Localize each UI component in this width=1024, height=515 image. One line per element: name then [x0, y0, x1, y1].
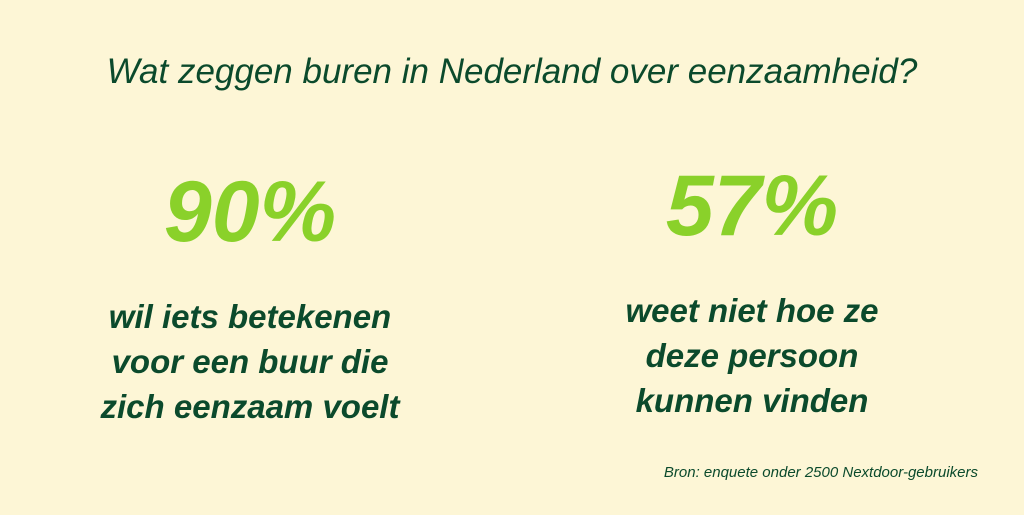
description-line: voor een buur die [111, 343, 389, 380]
stat-value: 90% [163, 164, 337, 260]
description-line: weet niet hoe ze [625, 292, 879, 329]
stat-block: 57% weet niet hoe ze deze persoon kunnen… [522, 158, 982, 423]
description-line: deze persoon [645, 337, 859, 374]
stat-description: wil iets betekenen voor een buur die zic… [20, 294, 480, 429]
stat-description: weet niet hoe ze deze persoon kunnen vin… [522, 288, 982, 423]
description-line: kunnen vinden [635, 382, 869, 419]
stat-block: 90% wil iets betekenen voor een buur die… [20, 164, 480, 429]
stat-value: 57% [665, 158, 839, 254]
description-line: wil iets betekenen [108, 298, 392, 335]
source-note: Bron: enquete onder 2500 Nextdoor-gebrui… [663, 464, 978, 481]
title: Wat zeggen buren in Nederland over eenza… [106, 52, 918, 91]
description-line: zich eenzaam voelt [100, 388, 400, 425]
